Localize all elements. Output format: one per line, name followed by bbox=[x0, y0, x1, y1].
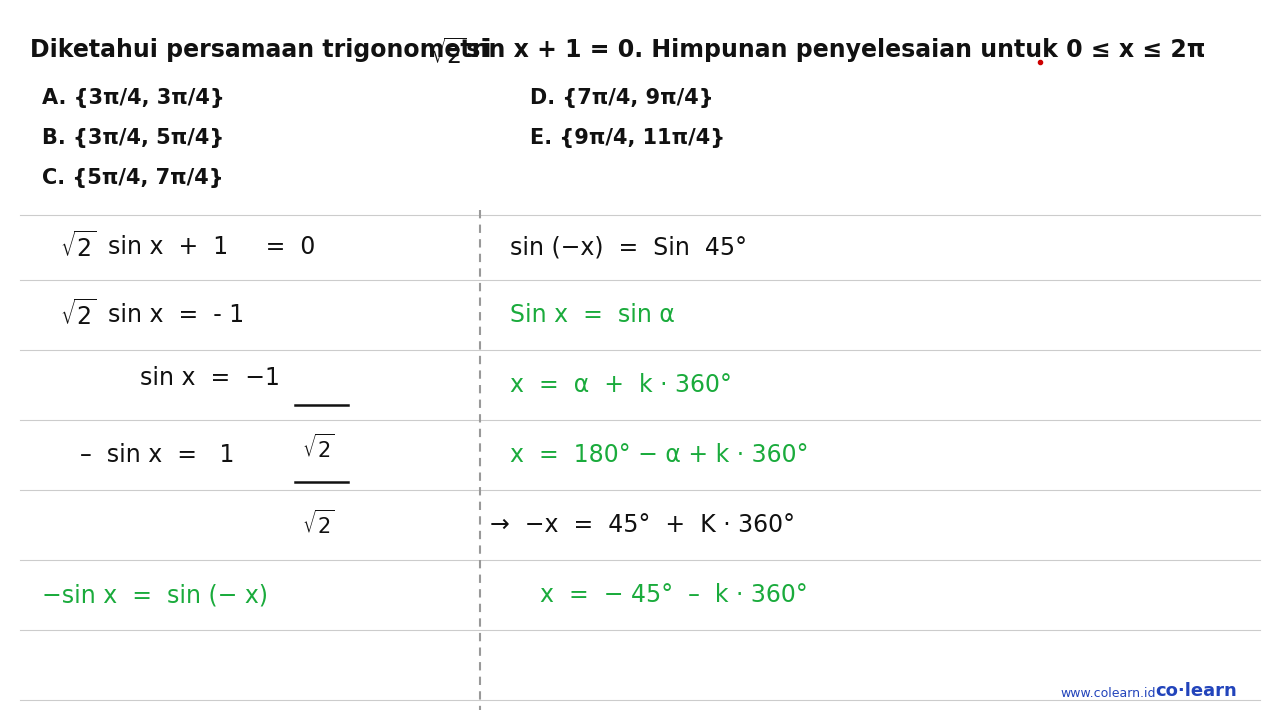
Text: sin x + 1 = 0. Himpunan penyelesaian untuk 0 ≤ x ≤ 2π: sin x + 1 = 0. Himpunan penyelesaian unt… bbox=[458, 38, 1206, 62]
Text: sin (−x)  =  Sin  45°: sin (−x) = Sin 45° bbox=[509, 235, 748, 259]
Text: x  =  α  +  k · 360°: x = α + k · 360° bbox=[509, 373, 732, 397]
Text: sin x  =  - 1: sin x = - 1 bbox=[108, 303, 244, 327]
Text: $\sqrt{2}$: $\sqrt{2}$ bbox=[60, 300, 97, 330]
Text: $\sqrt{2}$: $\sqrt{2}$ bbox=[60, 232, 97, 262]
Text: sin x  =  −1: sin x = −1 bbox=[140, 366, 280, 390]
Text: sin x  +  1     =  0: sin x + 1 = 0 bbox=[108, 235, 315, 259]
Text: B. {3π/4, 5π/4}: B. {3π/4, 5π/4} bbox=[42, 128, 224, 148]
Text: D. {7π/4, 9π/4}: D. {7π/4, 9π/4} bbox=[530, 88, 714, 108]
Text: www.colearn.id: www.colearn.id bbox=[1060, 687, 1156, 700]
Text: E. {9π/4, 11π/4}: E. {9π/4, 11π/4} bbox=[530, 128, 726, 148]
Text: –  sin x  =   1: – sin x = 1 bbox=[79, 443, 234, 467]
Text: Sin x  =  sin α: Sin x = sin α bbox=[509, 303, 675, 327]
Text: $\sqrt{2}$: $\sqrt{2}$ bbox=[302, 510, 334, 539]
Text: $\sqrt{2}$: $\sqrt{2}$ bbox=[430, 38, 467, 68]
Text: co·learn: co·learn bbox=[1155, 682, 1236, 700]
Text: →  −x  =  45°  +  K · 360°: → −x = 45° + K · 360° bbox=[490, 513, 795, 537]
Text: $\sqrt{2}$: $\sqrt{2}$ bbox=[302, 434, 334, 462]
Text: Diketahui persamaan trigonometri: Diketahui persamaan trigonometri bbox=[29, 38, 499, 62]
Text: −sin x  =  sin (− x): −sin x = sin (− x) bbox=[42, 583, 268, 607]
Text: x  =  180° − α + k · 360°: x = 180° − α + k · 360° bbox=[509, 443, 809, 467]
Text: C. {5π/4, 7π/4}: C. {5π/4, 7π/4} bbox=[42, 168, 224, 188]
Text: A. {3π/4, 3π/4}: A. {3π/4, 3π/4} bbox=[42, 88, 225, 108]
Text: x  =  − 45°  –  k · 360°: x = − 45° – k · 360° bbox=[540, 583, 808, 607]
